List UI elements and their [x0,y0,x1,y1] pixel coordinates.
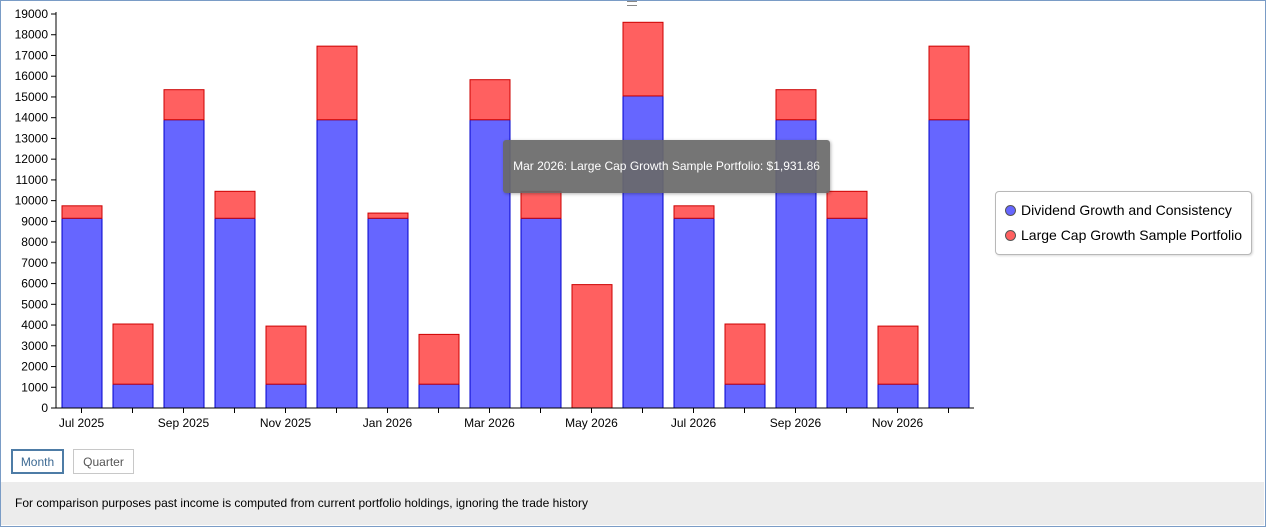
bar-segment[interactable] [316,119,358,409]
legend-label: Large Cap Growth Sample Portfolio [1021,227,1242,243]
legend-item-dividend[interactable]: Dividend Growth and Consistency [1005,200,1232,220]
chart-tooltip: Mar 2026: Large Cap Growth Sample Portfo… [503,140,830,193]
x-tick-label: Mar 2026 [464,416,515,430]
y-tick-label: 3000 [21,339,48,353]
resize-handle[interactable] [627,1,637,6]
bar-segment[interactable] [61,217,103,409]
y-tick-label: 0 [41,401,48,415]
y-tick-label: 6000 [21,277,48,291]
bar-segment[interactable] [265,325,307,385]
y-tick-label: 18000 [15,28,49,42]
y-tick-label: 4000 [21,318,48,332]
y-tick-label: 15000 [15,90,49,104]
legend-label: Dividend Growth and Consistency [1021,202,1232,218]
footer-note: For comparison purposes past income is c… [1,482,1264,525]
bar-segment[interactable] [877,325,919,385]
bar-segment[interactable] [622,21,664,97]
bar-segment[interactable] [418,383,460,409]
y-tick-label: 9000 [21,214,48,228]
y-tick-label: 5000 [21,297,48,311]
y-tick-label: 2000 [21,360,48,374]
y-tick-label: 13000 [15,131,49,145]
x-tick-label: Sep 2025 [158,416,210,430]
bar-segment[interactable] [265,383,307,409]
y-tick-label: 16000 [15,69,49,83]
y-tick-label: 10000 [15,194,49,208]
bar-segment[interactable] [724,383,766,409]
month-button[interactable]: Month [11,449,64,474]
y-tick-label: 11000 [16,173,49,187]
bar-segment[interactable] [673,205,715,219]
bar-segment[interactable] [214,190,256,219]
legend-marker-icon [1005,229,1016,241]
y-tick-label: 17000 [15,48,49,62]
x-tick-label: Jan 2026 [363,416,413,430]
bar-segment[interactable] [928,119,970,409]
y-tick-label: 1000 [21,380,48,394]
legend-marker-icon [1005,204,1016,216]
bar-segment[interactable] [163,119,205,409]
x-tick-label: Sep 2026 [770,416,822,430]
chart-legend: Dividend Growth and Consistency Large Ca… [995,191,1252,255]
bar-segment[interactable] [724,323,766,385]
bar-segment[interactable] [316,45,358,121]
x-tick-label: Jul 2026 [671,416,717,430]
bar-segment[interactable] [826,217,868,409]
y-tick-label: 14000 [15,111,49,125]
bar-segment[interactable] [418,333,460,385]
x-tick-label: Nov 2025 [260,416,312,430]
legend-item-large-cap[interactable]: Large Cap Growth Sample Portfolio [1005,225,1242,245]
bar-segment[interactable] [367,212,409,219]
bar-segment[interactable] [112,323,154,385]
bar-segment[interactable] [520,190,562,219]
bar-segment[interactable] [61,205,103,219]
bar-segment[interactable] [520,217,562,409]
bar-segment[interactable] [469,79,511,121]
bar-segment[interactable] [214,217,256,409]
bar-segment[interactable] [367,217,409,409]
y-tick-label: 8000 [21,235,48,249]
bar-segment[interactable] [826,190,868,219]
bar-segment[interactable] [163,89,205,121]
bar-segment[interactable] [928,45,970,121]
y-tick-label: 12000 [15,152,49,166]
bar-segment[interactable] [571,284,613,409]
x-tick-label: Nov 2026 [872,416,924,430]
bar-segment[interactable] [877,383,919,409]
bar-segment[interactable] [775,89,817,121]
bar-segment[interactable] [112,383,154,409]
x-tick-label: May 2026 [565,416,618,430]
x-tick-label: Jul 2025 [59,416,105,430]
y-tick-label: 7000 [21,256,48,270]
y-tick-label: 19000 [15,7,49,21]
bar-segment[interactable] [673,217,715,409]
quarter-button[interactable]: Quarter [73,449,134,474]
